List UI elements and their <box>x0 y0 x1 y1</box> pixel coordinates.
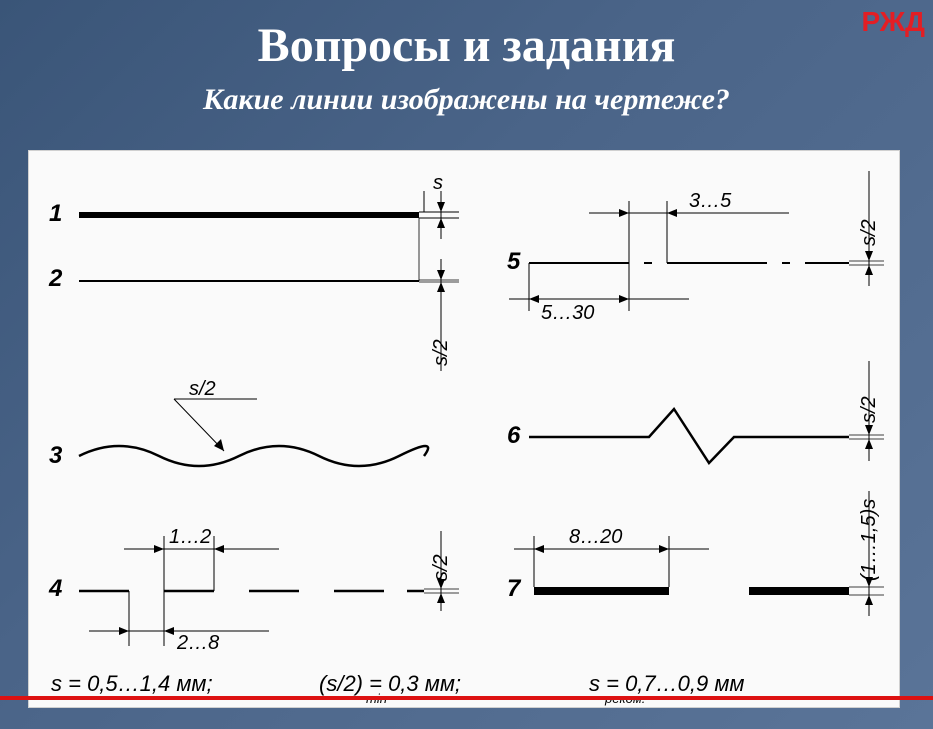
line-6 <box>529 409 849 463</box>
drawing-svg: 1 s 2 s/2 3 <box>29 151 899 707</box>
slide-title: Вопросы и задания <box>0 18 933 73</box>
slide: РЖД Вопросы и задания Какие линии изобра… <box>0 0 933 729</box>
line-5-long: 5…30 <box>541 302 594 324</box>
line-1-thickness: s <box>433 172 443 194</box>
line-7-segment: 8…20 <box>569 526 622 548</box>
line-4-label: 4 <box>48 575 62 602</box>
line-1-label: 1 <box>49 200 62 227</box>
line-3 <box>79 446 428 466</box>
line-2-label: 2 <box>48 265 63 292</box>
line-4-gap: 2…8 <box>176 632 219 654</box>
line-2-thickness: s/2 <box>430 339 452 366</box>
line-5-label: 5 <box>507 248 521 275</box>
slide-subtitle: Какие линии изображены на чертеже? <box>0 83 933 117</box>
line-3-label: 3 <box>49 442 63 469</box>
line-3-thickness: s/2 <box>189 378 216 400</box>
line-4-thickness: s/2 <box>430 554 452 581</box>
line-5-thickness: s/2 <box>858 219 880 246</box>
logo: РЖД <box>861 6 925 38</box>
line-7-label: 7 <box>507 575 522 602</box>
drawing-panel: 1 s 2 s/2 3 <box>28 150 900 708</box>
line-6-thickness: s/2 <box>858 396 880 423</box>
line-5-short: 3…5 <box>689 190 732 212</box>
line-4-dash: 1…2 <box>169 526 211 548</box>
footer-s2: (s/2) = 0,3 мм; <box>319 671 461 696</box>
red-separator <box>0 696 933 700</box>
line-7-thickness: (1…1,5)s <box>858 499 880 581</box>
footer-s: s = 0,5…1,4 мм; <box>51 671 213 696</box>
line-6-label: 6 <box>507 422 521 449</box>
